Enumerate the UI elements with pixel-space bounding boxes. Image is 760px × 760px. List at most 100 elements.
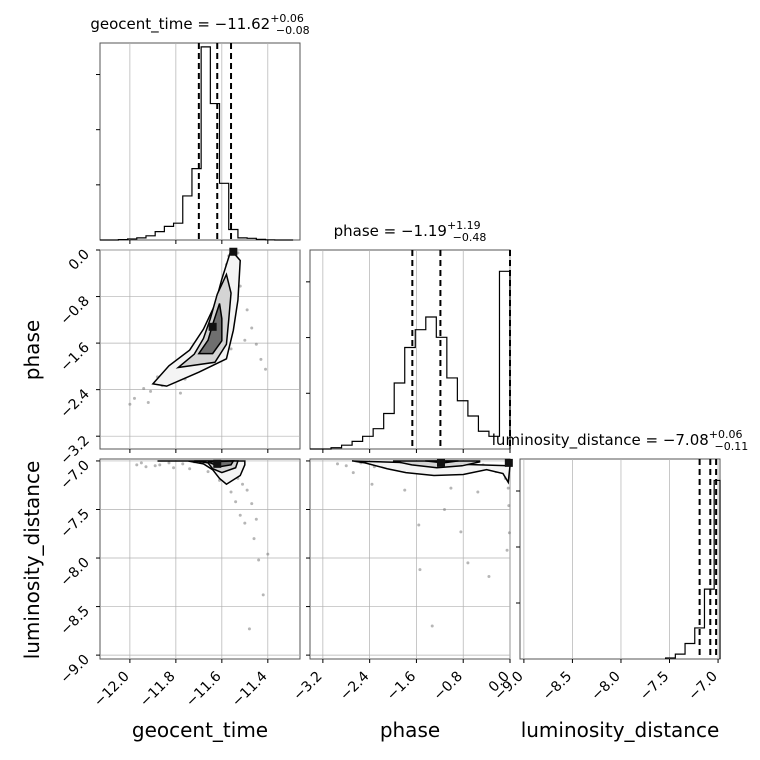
scatter-point [506,486,510,490]
scatter-point [351,471,355,475]
y-tick-label: −2.4 [57,386,92,421]
title-prefix: geocent_time = [90,15,214,34]
scatter-point [234,500,238,504]
scatter-panel-geocent_time-vs-luminosity_distance: −12.0 −11.8 −11.6 −11.4−9.0−8.5−8.0−7.5−7.0 [57,457,301,711]
x-tick-label: −11.6 [183,668,225,710]
scatter-point [142,386,146,390]
scatter-point [135,463,139,467]
density-contour [392,460,481,469]
x-tick-label: −0.8 [431,669,466,704]
scatter-point [238,513,242,517]
scatter-point [128,402,132,406]
scatter-point [264,367,268,371]
title-upper: +1.19 [447,219,481,232]
panel-frame [99,458,301,660]
density-peak [229,247,238,256]
x-tick-label: −8.5 [540,669,575,704]
scatter-point [261,593,265,597]
density-peak [208,322,217,331]
x-tick-label: −12.0 [91,669,133,711]
marginal-title: geocent_time = −11.62+0.06 −0.08 [90,12,309,37]
scatter-point [139,461,143,465]
scatter-point [172,466,176,470]
scatter-point [167,461,171,465]
scatter-point [257,558,261,562]
scatter-point [243,521,247,525]
scatter-point [149,389,153,393]
scatter-point [153,464,157,468]
panel-frame [309,249,511,450]
scatter-point [178,391,182,395]
scatter-point [146,400,150,404]
scatter-point [476,490,480,494]
x-tick-label: −3.2 [290,669,325,704]
x-tick-label: −8.0 [588,669,623,704]
y-axis-label-luminosity_distance: luminosity_distance [20,461,44,660]
scatter-point [250,326,254,330]
scatter-point [443,507,447,511]
scatter-point [188,467,192,471]
title-lower: −0.11 [715,440,749,453]
x-tick-label: −2.4 [337,668,372,703]
scatter-point [459,530,463,534]
density-peak [504,458,513,467]
histogram-step [100,46,294,241]
scatter-point [144,465,148,469]
scatter-point [254,342,258,346]
scatter-point [132,396,136,400]
scatter-panel-phase-vs-luminosity_distance: −3.2 −2.4 −1.6 −0.8 0.0 [290,458,513,704]
x-tick-label: −7.0 [686,669,721,704]
histogram-step [665,479,721,659]
scatter-point [243,338,247,342]
scatter-point [505,548,509,552]
y-axis-label-phase: phase [20,320,44,380]
scatter-point [229,347,233,351]
histogram-step [310,270,511,450]
marginal-title: phase = −1.19+1.19 −0.48 [334,219,487,244]
scatter-point [206,470,210,474]
scatter-point [335,462,339,466]
title-prefix: phase = [334,222,401,240]
x-tick-label: −11.8 [137,669,179,711]
scatter-point [241,482,245,486]
scatter-point [158,463,162,467]
x-tick-label: −7.5 [637,669,672,704]
title-prefix: luminosity_distance = [492,431,663,450]
scatter-point [245,488,249,492]
scatter-point [245,308,249,312]
scatter-point [247,627,251,631]
marginal-title: luminosity_distance = −7.08+0.06 −0.11 [492,428,748,453]
scatter-point [507,504,511,508]
scatter-panel-geocent_time-vs-phase: −3.2−2.4−1.6−0.80.0 [57,247,301,468]
scatter-point [344,464,348,468]
title-lower: −0.48 [453,231,487,244]
hist-panel-phase: phase = −1.19+1.19 −0.48 [306,219,511,453]
density-peak [213,459,222,468]
scatter-point [403,488,407,492]
x-axis-label-geocent_time: geocent_time [132,718,268,742]
density-contour [197,303,223,355]
panel-frame [309,458,511,660]
y-tick-label: −8.0 [57,555,92,590]
y-tick-label: −1.6 [57,340,92,375]
scatter-point [370,482,374,486]
title-upper: +0.06 [709,428,743,441]
scatter-point [181,462,185,466]
y-tick-label: −0.8 [57,293,92,328]
y-tick-label: −8.5 [57,603,92,638]
y-tick-label: 0.0 [66,247,93,274]
scatter-point [254,517,258,521]
scatter-point [449,486,453,490]
scatter-point [266,552,270,556]
panel-frame [519,458,721,660]
scatter-point [229,490,233,494]
panel-frame [99,42,301,241]
scatter-point [487,574,491,578]
scatter-point [430,624,434,628]
density-peak [436,458,445,467]
title-median: −11.62 [215,15,271,33]
title-median: −1.19 [401,222,447,240]
x-tick-label: −11.4 [229,668,271,710]
scatter-point [259,357,263,361]
